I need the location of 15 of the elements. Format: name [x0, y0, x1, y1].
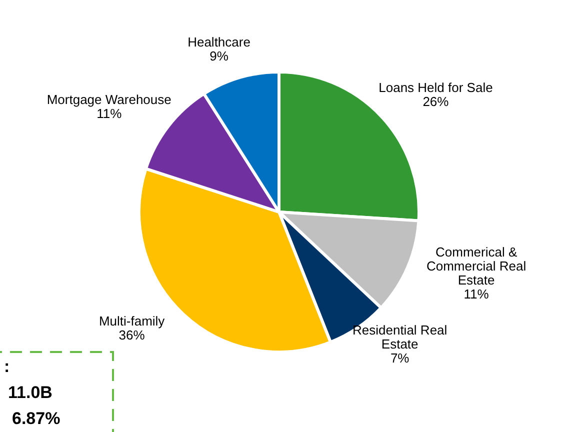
text: 11.0B	[8, 383, 52, 402]
slice-label: Loans Held for Sale	[378, 80, 493, 96]
text: 6.87%	[12, 409, 60, 428]
slice-label: Residential Real Estate	[352, 322, 448, 352]
data-label: 36%	[118, 327, 146, 342]
data-label: 7%	[390, 350, 410, 366]
data-label: 26%	[422, 94, 450, 110]
slice-label: Commerical & Commercial Real Estate	[426, 244, 526, 288]
text: :	[4, 357, 10, 376]
slice-label: Multi-family	[98, 313, 166, 328]
slice-label: Healthcare	[188, 34, 250, 50]
data-label: 11%	[96, 106, 122, 121]
slice-label: Mortgage Warehouse	[46, 92, 172, 107]
data-label: 9%	[210, 48, 229, 64]
data-label: 11%	[464, 286, 490, 302]
